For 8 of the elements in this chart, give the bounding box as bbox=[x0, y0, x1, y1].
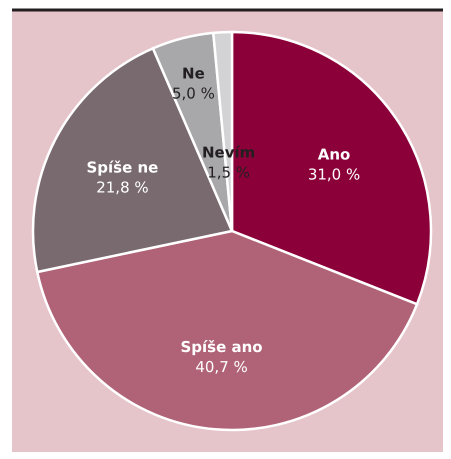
slice-label: Spíše ne bbox=[86, 158, 158, 176]
slice-label: Spíše ano bbox=[180, 338, 263, 356]
data-label: 5,0 % bbox=[172, 84, 215, 103]
data-label: 31,0 % bbox=[308, 166, 360, 184]
slice-label: Ano bbox=[318, 146, 350, 164]
data-label: 40,7 % bbox=[195, 358, 248, 376]
slice-label: Ne bbox=[182, 64, 205, 83]
data-label: 21,8 % bbox=[96, 178, 149, 196]
